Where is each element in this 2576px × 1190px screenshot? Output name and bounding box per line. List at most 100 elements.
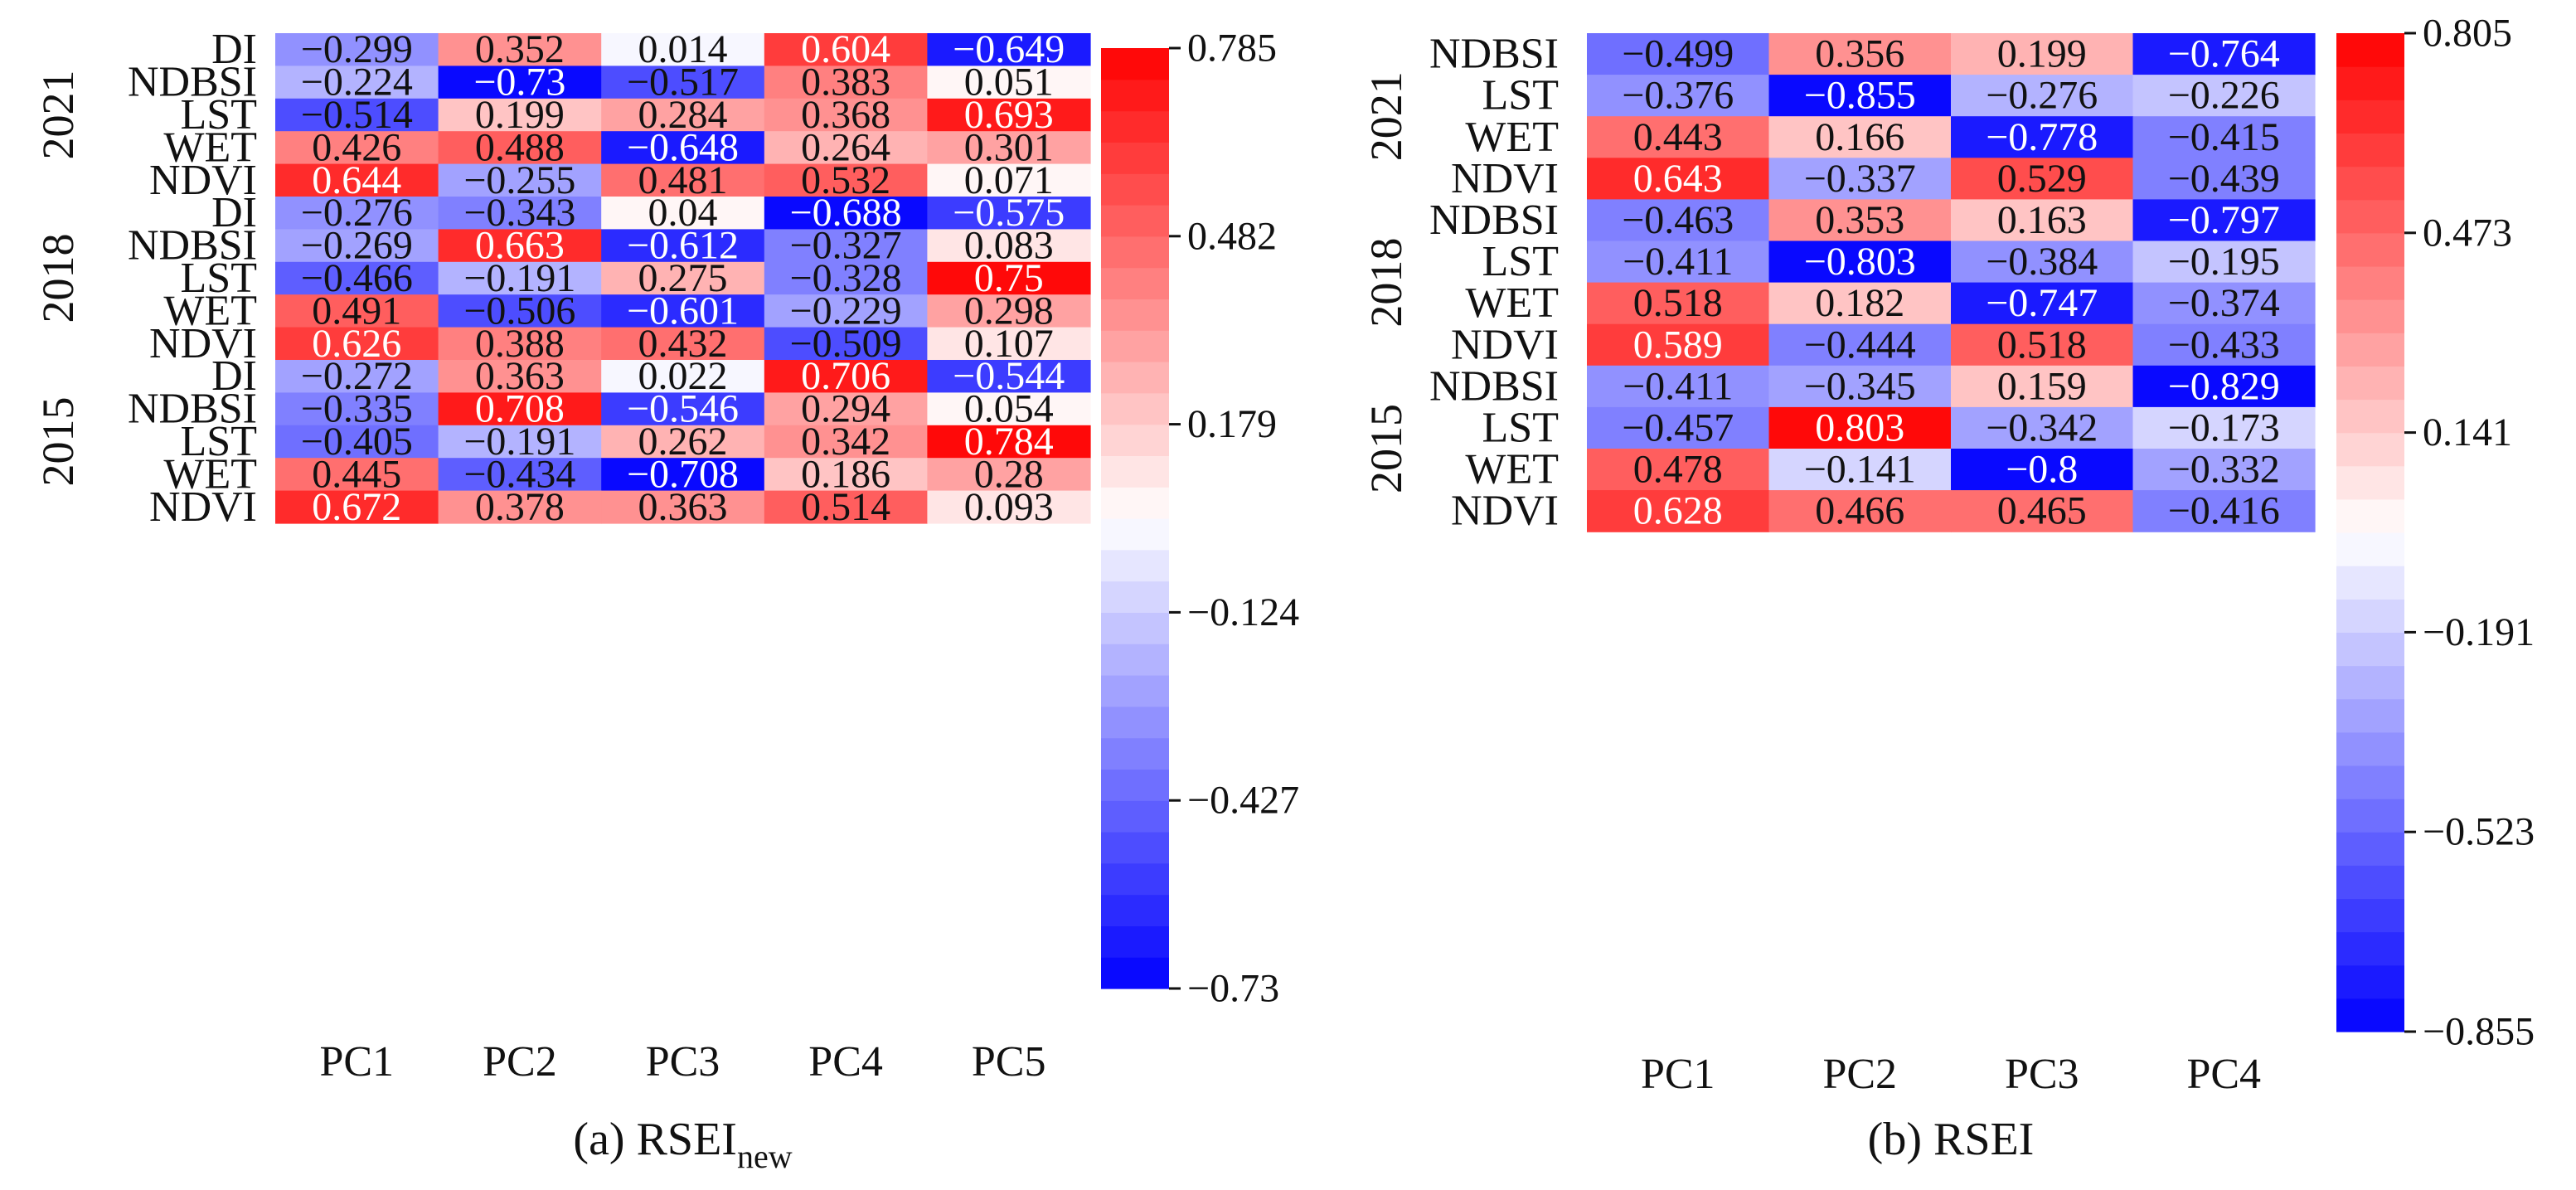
heatmap-cell: [1951, 199, 2134, 242]
heatmap-cell: [601, 261, 765, 295]
heatmap-cell: [1951, 323, 2134, 367]
colorbar: 0.785 0.482 0.179 −0.124 −0.427 −0.73: [1101, 27, 1299, 1011]
colorbar-step: [2336, 931, 2404, 966]
cell-value-label: −0.649: [953, 27, 1065, 71]
row-label: WET: [163, 287, 257, 334]
heatmap-cell: [927, 425, 1091, 459]
heatmap-cell: [438, 197, 602, 230]
colorbar-step: [1101, 424, 1169, 456]
colorbar-tick-label: −0.124: [1187, 590, 1299, 634]
cell-value-label: −0.299: [301, 27, 413, 71]
cell-value-label: 0.388: [475, 322, 565, 366]
row-label: DI: [211, 352, 257, 400]
cell-value-label: 0.28: [974, 452, 1044, 496]
cell-value-label: 0.163: [1997, 198, 2087, 242]
heatmap-cell: [764, 163, 928, 197]
heatmap-cell: [1951, 365, 2134, 408]
cell-value-label: −0.416: [2168, 489, 2280, 533]
heatmap-cell: [438, 229, 602, 263]
colorbar-step: [2336, 166, 2404, 201]
column-label: PC1: [319, 1038, 394, 1086]
colorbar-step: [1101, 832, 1169, 864]
heatmap-cell: [2132, 406, 2316, 449]
cell-value-label: −0.439: [2168, 157, 2280, 201]
cell-value-label: 0.626: [312, 322, 401, 366]
colorbar-tick-label: −0.427: [1187, 779, 1299, 823]
cell-value-label: 0.383: [801, 61, 890, 104]
cell-value-label: 0.301: [964, 125, 1054, 169]
cell-value-label: −0.328: [790, 256, 902, 300]
cell-value-label: −0.575: [953, 191, 1065, 235]
heatmap-cell: [764, 229, 928, 263]
colorbar-step: [2336, 432, 2404, 467]
row-label: DI: [211, 189, 257, 236]
cell-value-label: 0.071: [964, 158, 1054, 202]
colorbar-step: [1101, 236, 1169, 269]
heatmap-cell: [1951, 116, 2134, 158]
cell-value-label: −0.517: [627, 61, 739, 104]
cell-value-label: −0.411: [1623, 364, 1733, 408]
cell-value-label: −0.612: [627, 224, 739, 268]
colorbar-step: [1101, 48, 1169, 80]
heatmap-cell: [1768, 75, 1952, 117]
heatmap-cell: [1587, 199, 1770, 242]
row-label: WET: [1465, 114, 1559, 161]
heatmap-cell: [1587, 282, 1770, 325]
row-label: WET: [163, 450, 257, 498]
heatmap-cell: [1587, 240, 1770, 284]
heatmap-cell: [764, 261, 928, 295]
cell-value-label: 0.014: [638, 27, 728, 71]
heatmap-cell: [764, 425, 928, 459]
heatmap-cell: [1951, 158, 2134, 200]
cell-value-label: 0.75: [974, 256, 1044, 300]
cell-value-label: 0.628: [1633, 489, 1723, 533]
heatmap-cell: [1951, 406, 2134, 449]
colorbar-tick-label: 0.805: [2423, 12, 2512, 56]
row-label: NDBSI: [128, 222, 257, 270]
heatmap-cell: [927, 392, 1091, 426]
panel-caption: (a) RSEInew: [573, 1114, 792, 1175]
heatmap-cell: [601, 392, 765, 426]
row-label: LST: [181, 91, 257, 138]
heatmap-cell: [1587, 490, 1770, 532]
year-group-label: 2018: [33, 234, 83, 323]
heatmap-cell: [927, 33, 1091, 66]
heatmap-cell: [1768, 449, 1952, 491]
heatmap-cell: [2132, 116, 2316, 158]
colorbar-step: [2336, 498, 2404, 533]
cell-value-label: −0.255: [463, 158, 575, 202]
heatmap-cell: [1768, 406, 1952, 449]
colorbar-step: [2336, 665, 2404, 700]
cell-value-label: −0.343: [463, 191, 575, 235]
cell-value-label: 0.093: [964, 485, 1054, 529]
heatmap-cell: [1951, 449, 2134, 491]
heatmap-cell: [927, 360, 1091, 393]
cell-value-label: −0.829: [2168, 364, 2280, 408]
cell-value-label: −0.506: [463, 289, 575, 333]
row-label: LST: [1482, 72, 1559, 119]
cell-value-label: 0.604: [801, 27, 890, 71]
colorbar-step: [2336, 465, 2404, 500]
cell-value-label: −0.405: [301, 420, 413, 464]
cell-value-label: −0.601: [627, 289, 739, 333]
cell-value-label: 0.445: [312, 452, 401, 496]
heatmap-cell: [275, 131, 439, 165]
heatmap-cell: [1768, 33, 1952, 75]
panel-caption: (b) RSEI: [1868, 1114, 2035, 1165]
heatmap-cell: [275, 66, 439, 100]
row-label: NDVI: [149, 320, 257, 367]
column-label: PC1: [1641, 1051, 1715, 1098]
year-group-label: 2015: [33, 397, 83, 487]
cell-value-label: −0.444: [1804, 323, 1916, 367]
row-label: NDBSI: [1429, 31, 1559, 78]
heatmap-cell: [1768, 240, 1952, 284]
colorbar-step: [1101, 487, 1169, 519]
colorbar-step: [2336, 799, 2404, 833]
heatmap-cell: [1951, 282, 2134, 325]
column-label: PC2: [483, 1038, 557, 1086]
colorbar: 0.805 0.473 0.141 −0.191 −0.523 −0.855: [2336, 12, 2535, 1054]
cell-value-label: −0.514: [301, 93, 413, 137]
heatmap-cell: [2132, 323, 2316, 367]
heatmap-cell: [1587, 33, 1770, 75]
